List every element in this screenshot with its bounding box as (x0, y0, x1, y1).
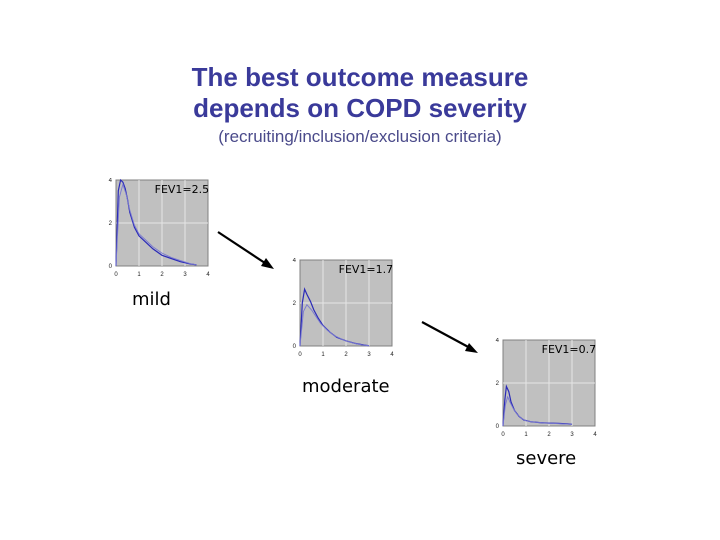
arrow-head (465, 343, 478, 353)
y-tick-label: 2 (496, 381, 500, 387)
x-tick-label: 3 (367, 352, 371, 358)
x-tick-label: 2 (547, 432, 551, 438)
chart-severe-svg: 0 1 2 3 4 0 2 4 FEV1=0.7 (496, 338, 598, 438)
x-tick-label: 0 (114, 272, 118, 278)
x-tick-label: 4 (206, 272, 210, 278)
chart-moderate-svg: 0 1 2 3 4 0 2 4 FEV1=1.7 (293, 258, 395, 358)
x-tick-label: 0 (298, 352, 302, 358)
arrow-mild-to-moderate (217, 231, 274, 269)
y-tick-label: 2 (293, 301, 297, 307)
series-line (299, 303, 370, 347)
x-tick-label: 0 (501, 432, 505, 438)
x-tick-label: 1 (524, 432, 528, 438)
chart-mild: 0 1 2 3 4 0 2 4 FEV1=2.5 (104, 178, 212, 278)
arrow-head (261, 258, 274, 269)
series-line (115, 182, 197, 267)
caption-moderate: moderate (302, 376, 390, 397)
x-tick-label: 1 (137, 272, 141, 278)
chart-mild-svg: 0 1 2 3 4 0 2 4 FEV1=2.5 (109, 178, 211, 278)
slide-title-line-2: depends on COPD severity (193, 93, 527, 123)
y-tick-label: 2 (109, 221, 113, 227)
y-tick-label: 4 (293, 258, 297, 264)
x-tick-label: 3 (570, 432, 574, 438)
slide-subtitle: (recruiting/inclusion/exclusion criteria… (218, 127, 502, 146)
x-tick-label: 2 (344, 352, 348, 358)
x-tick-label: 1 (321, 352, 325, 358)
y-tick-label: 4 (109, 178, 113, 184)
chart-title: FEV1=1.7 (339, 263, 394, 276)
arrow-shaft (217, 231, 269, 266)
arrow-moderate-to-severe (421, 321, 478, 353)
x-tick-label: 3 (183, 272, 187, 278)
x-tick-label: 4 (593, 432, 597, 438)
chart-title: FEV1=2.5 (155, 183, 210, 196)
caption-severe: severe (516, 448, 577, 469)
series-line (502, 395, 573, 427)
y-tick-label: 0 (109, 264, 113, 270)
x-tick-label: 4 (390, 352, 394, 358)
slide-title-line-1: The best outcome measure (191, 62, 529, 92)
y-tick-label: 4 (496, 338, 500, 344)
chart-moderate: 0 1 2 3 4 0 2 4 FEV1=1.7 (288, 258, 396, 358)
series-line (115, 178, 197, 267)
chart-title: FEV1=0.7 (542, 343, 597, 356)
chart-severe: 0 1 2 3 4 0 2 4 FEV1=0.7 (491, 338, 599, 438)
y-tick-label: 0 (293, 344, 297, 350)
y-tick-label: 0 (496, 424, 500, 430)
arrow-shaft (421, 321, 473, 350)
x-tick-label: 2 (160, 272, 164, 278)
caption-mild: mild (132, 289, 171, 310)
